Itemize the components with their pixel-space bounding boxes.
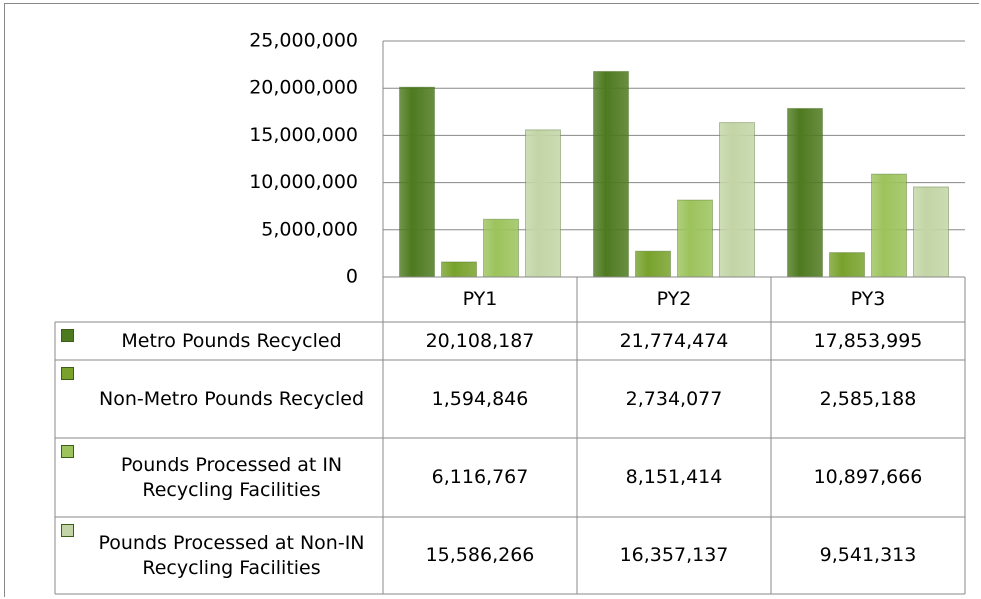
bar [483, 218, 519, 278]
y-tick-label: 0 [346, 266, 358, 288]
y-tick-label: 20,000,000 [249, 77, 358, 99]
data-label: 6,116,767 [431, 466, 529, 489]
bar [525, 129, 561, 278]
bar [913, 186, 949, 278]
data-label: 16,357,137 [619, 544, 729, 567]
y-tick-label: 15,000,000 [249, 124, 358, 146]
legend-label: Non-Metro Pounds Recycled [98, 387, 365, 410]
bar [441, 261, 477, 278]
legend-entry: Pounds Processed at IN Recycling Facilit… [55, 438, 383, 517]
x-tick-label: PY3 [850, 288, 886, 311]
data-label: 10,897,666 [813, 466, 923, 489]
legend-key [61, 524, 74, 537]
bar [593, 70, 629, 278]
data-label: 8,151,414 [625, 466, 723, 489]
x-tick-label: PY1 [462, 288, 498, 311]
data-label: 2,734,077 [625, 387, 723, 410]
data-label: 15,586,266 [425, 544, 535, 567]
y-tick-label: 5,000,000 [261, 218, 358, 240]
data-label: 2,585,188 [819, 387, 917, 410]
legend-entry: Metro Pounds Recycled [55, 322, 383, 360]
bar [719, 122, 755, 278]
y-tick-label: 10,000,000 [249, 171, 358, 193]
y-tick-label: 25,000,000 [249, 30, 358, 52]
bar [399, 86, 435, 278]
legend-label: Pounds Processed at Non-IN Recycling Fac… [98, 531, 365, 579]
legend-key [61, 367, 74, 380]
bar [787, 107, 823, 278]
bar [829, 252, 865, 278]
bar [871, 173, 907, 278]
x-tick-label: PY2 [656, 288, 692, 311]
legend-entry: Non-Metro Pounds Recycled [55, 360, 383, 438]
legend-label: Pounds Processed at IN Recycling Facilit… [120, 453, 343, 501]
data-label: 20,108,187 [425, 329, 535, 352]
bar [635, 250, 671, 278]
frame [4, 3, 979, 597]
data-label: 9,541,313 [819, 544, 917, 567]
legend-entry: Pounds Processed at Non-IN Recycling Fac… [55, 517, 383, 594]
bar [677, 199, 713, 278]
data-label: 21,774,474 [619, 329, 729, 352]
legend-label: Metro Pounds Recycled [121, 329, 342, 352]
data-label: 17,853,995 [813, 329, 923, 352]
legend-key [61, 445, 74, 458]
legend-key [61, 329, 74, 342]
data-label: 1,594,846 [431, 387, 529, 410]
